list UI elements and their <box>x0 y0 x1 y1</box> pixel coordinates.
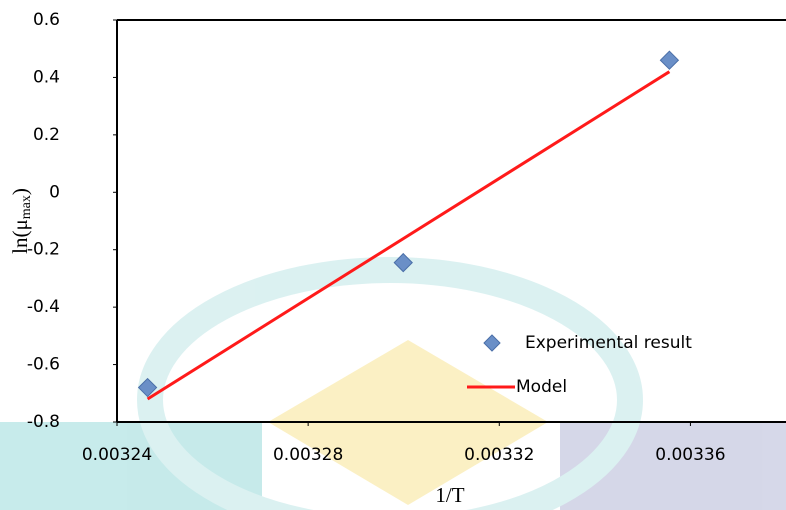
y-tick-label: 0.2 <box>33 125 60 145</box>
y-tick-label: 0 <box>49 182 60 202</box>
x-tick-label: 0.00336 <box>655 445 725 465</box>
x-axis-title: 1/T <box>435 483 464 507</box>
data-point <box>660 51 678 69</box>
y-tick-label: -0.6 <box>27 355 60 375</box>
y-tick-label: -0.8 <box>27 412 60 432</box>
legend-label: Experimental result <box>525 333 692 353</box>
y-tick-label: -0.4 <box>27 297 60 317</box>
legend-marker <box>484 335 500 351</box>
x-tick-label: 0.00324 <box>82 445 152 465</box>
chart: 1/T ln(μmax) -0.8-0.6-0.4-0.200.20.40.60… <box>0 0 786 510</box>
y-title-close: ) <box>8 188 32 195</box>
legend-label: Model <box>516 377 567 397</box>
y-tick-label: 0.6 <box>33 10 60 30</box>
x-tick-label: 0.00332 <box>464 445 534 465</box>
y-tick-label: -0.2 <box>27 240 60 260</box>
x-tick-label: 0.00328 <box>273 445 343 465</box>
y-title-sub: max <box>19 195 34 219</box>
y-tick-label: 0.4 <box>33 67 60 87</box>
